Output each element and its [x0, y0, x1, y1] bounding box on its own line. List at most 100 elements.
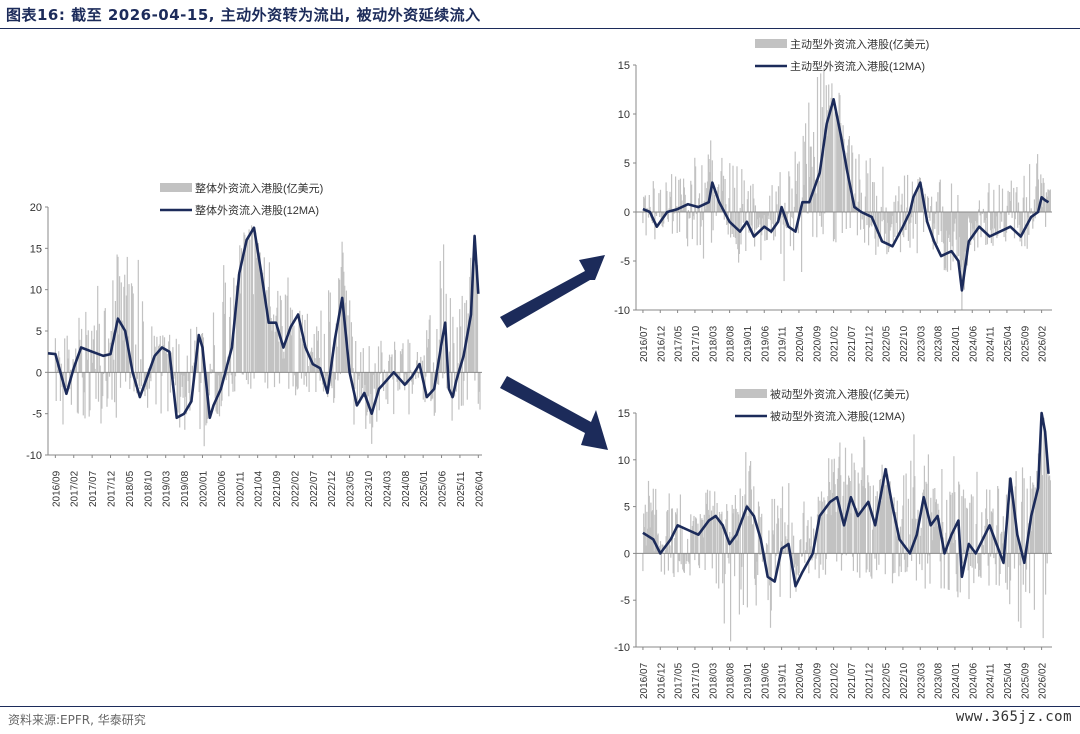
- bar: [667, 212, 669, 222]
- bar: [691, 184, 693, 212]
- bar: [767, 212, 769, 216]
- bar: [842, 125, 844, 212]
- bar: [707, 154, 709, 212]
- bar: [295, 372, 297, 387]
- bar: [300, 372, 303, 379]
- bar: [1016, 538, 1018, 554]
- bar: [989, 489, 991, 554]
- bar: [837, 468, 839, 554]
- bar: [312, 362, 314, 373]
- bar: [189, 372, 191, 411]
- y-tick-label: -5: [620, 256, 630, 268]
- bar: [287, 277, 289, 373]
- bar: [62, 372, 64, 425]
- bar: [702, 520, 704, 554]
- bar: [270, 318, 272, 373]
- bar: [836, 119, 839, 212]
- bar: [705, 209, 707, 212]
- bar: [194, 340, 196, 373]
- bar: [240, 248, 243, 373]
- bar: [961, 496, 963, 554]
- bar: [979, 553, 981, 577]
- bar: [857, 472, 859, 554]
- bar: [704, 553, 706, 570]
- bar: [992, 212, 994, 246]
- bar: [786, 212, 788, 227]
- bar: [742, 204, 744, 212]
- bar: [269, 306, 271, 373]
- bar: [898, 186, 900, 212]
- bar: [947, 553, 949, 590]
- bar: [157, 354, 159, 373]
- x-tick-label: 2020/06: [217, 470, 228, 507]
- bar: [719, 519, 721, 554]
- bar: [873, 182, 875, 212]
- bar: [805, 163, 807, 212]
- bar: [945, 532, 947, 554]
- bar: [887, 212, 889, 223]
- bar: [794, 553, 796, 565]
- bar: [256, 247, 259, 373]
- bar: [666, 191, 668, 212]
- bar: [366, 372, 369, 412]
- bar: [878, 553, 880, 565]
- bar: [958, 212, 961, 238]
- bar: [211, 369, 213, 373]
- bar: [942, 206, 944, 212]
- bar: [860, 192, 862, 212]
- bar: [1049, 190, 1051, 212]
- bar: [852, 553, 854, 557]
- bar: [258, 255, 260, 373]
- bar: [654, 514, 656, 554]
- x-tick-label: 2022/07: [309, 470, 320, 507]
- bar: [462, 372, 464, 406]
- bar: [307, 366, 309, 373]
- bar: [223, 313, 226, 373]
- bar: [1009, 192, 1011, 212]
- y-tick-label: 0: [624, 548, 630, 560]
- bar: [260, 266, 262, 373]
- bar: [468, 321, 470, 373]
- bar: [852, 152, 854, 212]
- x-tick-label: 2023/05: [346, 470, 357, 507]
- bar: [851, 145, 853, 212]
- bar: [837, 115, 839, 212]
- bar: [272, 321, 274, 373]
- bar: [988, 183, 990, 212]
- bar: [479, 372, 481, 410]
- bar: [1029, 553, 1031, 594]
- x-tick-label: 2019/11: [778, 663, 789, 699]
- bar: [865, 553, 867, 573]
- bar: [914, 476, 916, 554]
- bar: [978, 200, 980, 212]
- bar: [64, 338, 66, 373]
- bar: [938, 182, 941, 212]
- x-tick-label: 2024/01: [951, 662, 962, 699]
- bar: [1006, 205, 1008, 212]
- bar: [315, 372, 317, 392]
- bar: [791, 522, 793, 554]
- bar: [666, 511, 668, 554]
- bar: [103, 372, 105, 374]
- bar: [925, 481, 927, 554]
- bar: [950, 183, 953, 212]
- bar: [991, 212, 993, 229]
- bar: [158, 346, 160, 373]
- bar: [719, 207, 721, 212]
- bar: [1007, 553, 1009, 567]
- bar: [642, 553, 644, 572]
- bar: [742, 496, 744, 554]
- ma-line: [642, 411, 1050, 588]
- bar: [256, 258, 258, 373]
- bar: [392, 372, 394, 380]
- bar: [1009, 553, 1012, 581]
- bar: [467, 313, 469, 373]
- bar: [1005, 212, 1007, 242]
- bar: [305, 372, 307, 377]
- bar: [980, 553, 982, 578]
- bar: [906, 207, 908, 212]
- bar: [276, 307, 278, 373]
- bar: [695, 212, 697, 214]
- bar: [183, 372, 185, 376]
- bar: [411, 372, 413, 394]
